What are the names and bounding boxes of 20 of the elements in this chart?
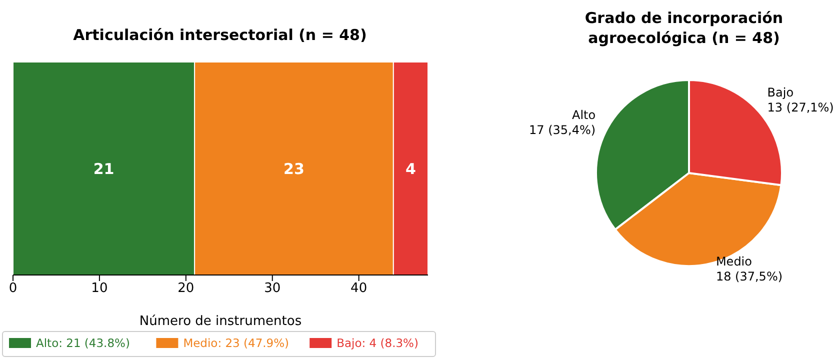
- data-label: 17 (35,4%): [529, 122, 596, 137]
- chart-title: Articulación intersectorial (n = 48): [72, 26, 368, 44]
- slice-label: Bajo: [767, 85, 794, 100]
- chart-title: Grado de incorporación agroecológica (n = 48): [584, 8, 784, 48]
- data-label: 13 (27,1%): [767, 100, 834, 114]
- legend-label: Alto: 21 (43.8%): [36, 336, 130, 350]
- data-label: 4: [405, 160, 416, 178]
- data-label: 21: [93, 160, 114, 178]
- legend-label: Bajo: 4 (8.3%): [336, 336, 418, 350]
- slice-label: Alto: [572, 108, 596, 122]
- slice-label: Medio: [716, 254, 752, 269]
- data-label: 23: [284, 160, 304, 178]
- x-tick-label: 40: [350, 281, 368, 296]
- data-label: 18 (37,5%): [716, 270, 783, 284]
- x-tick-label: 30: [264, 281, 281, 296]
- x-axis-title: Número de instrumentos: [139, 314, 302, 329]
- x-tick-label: 0: [8, 281, 18, 296]
- x-tick-label: 20: [178, 281, 194, 296]
- x-tick-label: 10: [91, 281, 108, 296]
- text: Medio: 23 (47.9%): [183, 336, 290, 350]
